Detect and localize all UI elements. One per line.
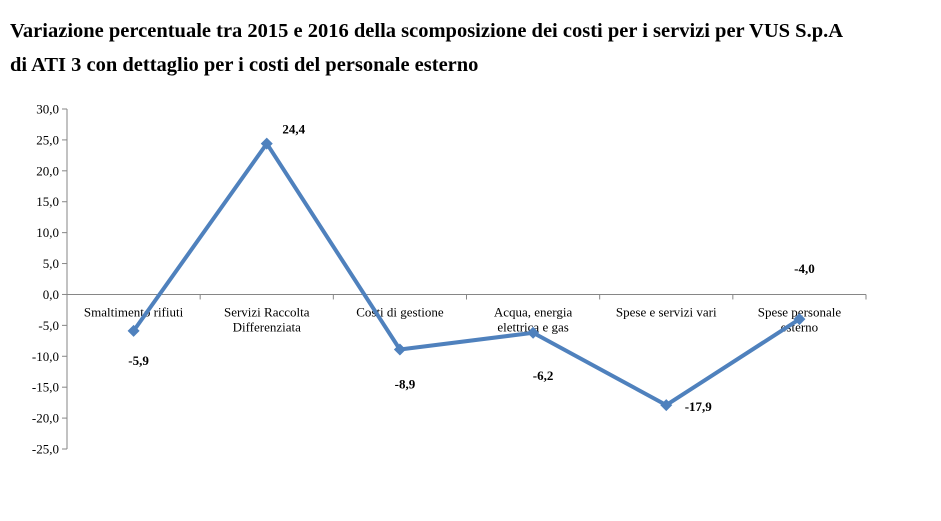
- chart-title: Variazione percentuale tra 2015 e 2016 d…: [10, 14, 930, 82]
- data-label: -5,9: [128, 353, 149, 368]
- y-tick-label: -10,0: [32, 349, 59, 364]
- x-category-label: Costi di gestione: [356, 304, 444, 319]
- data-point-marker: [793, 313, 806, 326]
- y-axis-ticks: 30,0 25,0 20,0 15,0 10,0 5,0 0,0 -5,0 -10,0 -15,0…: [32, 102, 67, 457]
- series-line: [131, 141, 801, 408]
- x-axis-categories: Smaltimento rifiuti Servizi Raccolta Diffe…: [66, 294, 867, 334]
- y-tick-label: 10,0: [36, 225, 59, 240]
- data-series: [127, 137, 806, 412]
- data-point-marker: [260, 137, 273, 150]
- data-label: -4,0: [794, 261, 815, 276]
- x-category-label: Spese e servizi vari: [616, 304, 717, 319]
- y-tick-label: 20,0: [36, 163, 59, 178]
- data-label: -8,9: [395, 376, 416, 391]
- y-tick-label: 0,0: [43, 287, 59, 302]
- data-point-marker: [393, 343, 406, 356]
- chart-title-line-1: Variazione percentuale tra 2015 e 2016 d…: [10, 20, 844, 42]
- data-point-marker: [660, 399, 673, 412]
- data-label: -17,9: [685, 399, 713, 414]
- chart-axes: [66, 109, 866, 449]
- data-label: -6,2: [533, 368, 554, 383]
- y-tick-label: -25,0: [32, 442, 59, 457]
- y-tick-label: -15,0: [32, 380, 59, 395]
- y-tick-label: 5,0: [43, 256, 59, 271]
- data-labels: -5,9 24,4 -8,9 -6,2 -17,9 -4,0: [128, 122, 814, 414]
- y-tick-label: -5,0: [38, 318, 59, 333]
- y-tick-label: 15,0: [36, 194, 59, 209]
- y-tick-label: 30,0: [36, 102, 59, 117]
- y-tick-label: 25,0: [36, 132, 59, 147]
- data-point-marker: [527, 326, 540, 339]
- x-category-label: Smaltimento rifiuti: [84, 304, 184, 319]
- chart-title-line-2: di ATI 3 con dettaglio per i costi del p…: [10, 54, 479, 76]
- data-point-marker: [127, 324, 140, 337]
- x-category-label: Servizi Raccolta Differenziata: [224, 304, 310, 334]
- data-label: 24,4: [282, 122, 305, 137]
- y-tick-label: -20,0: [32, 411, 59, 426]
